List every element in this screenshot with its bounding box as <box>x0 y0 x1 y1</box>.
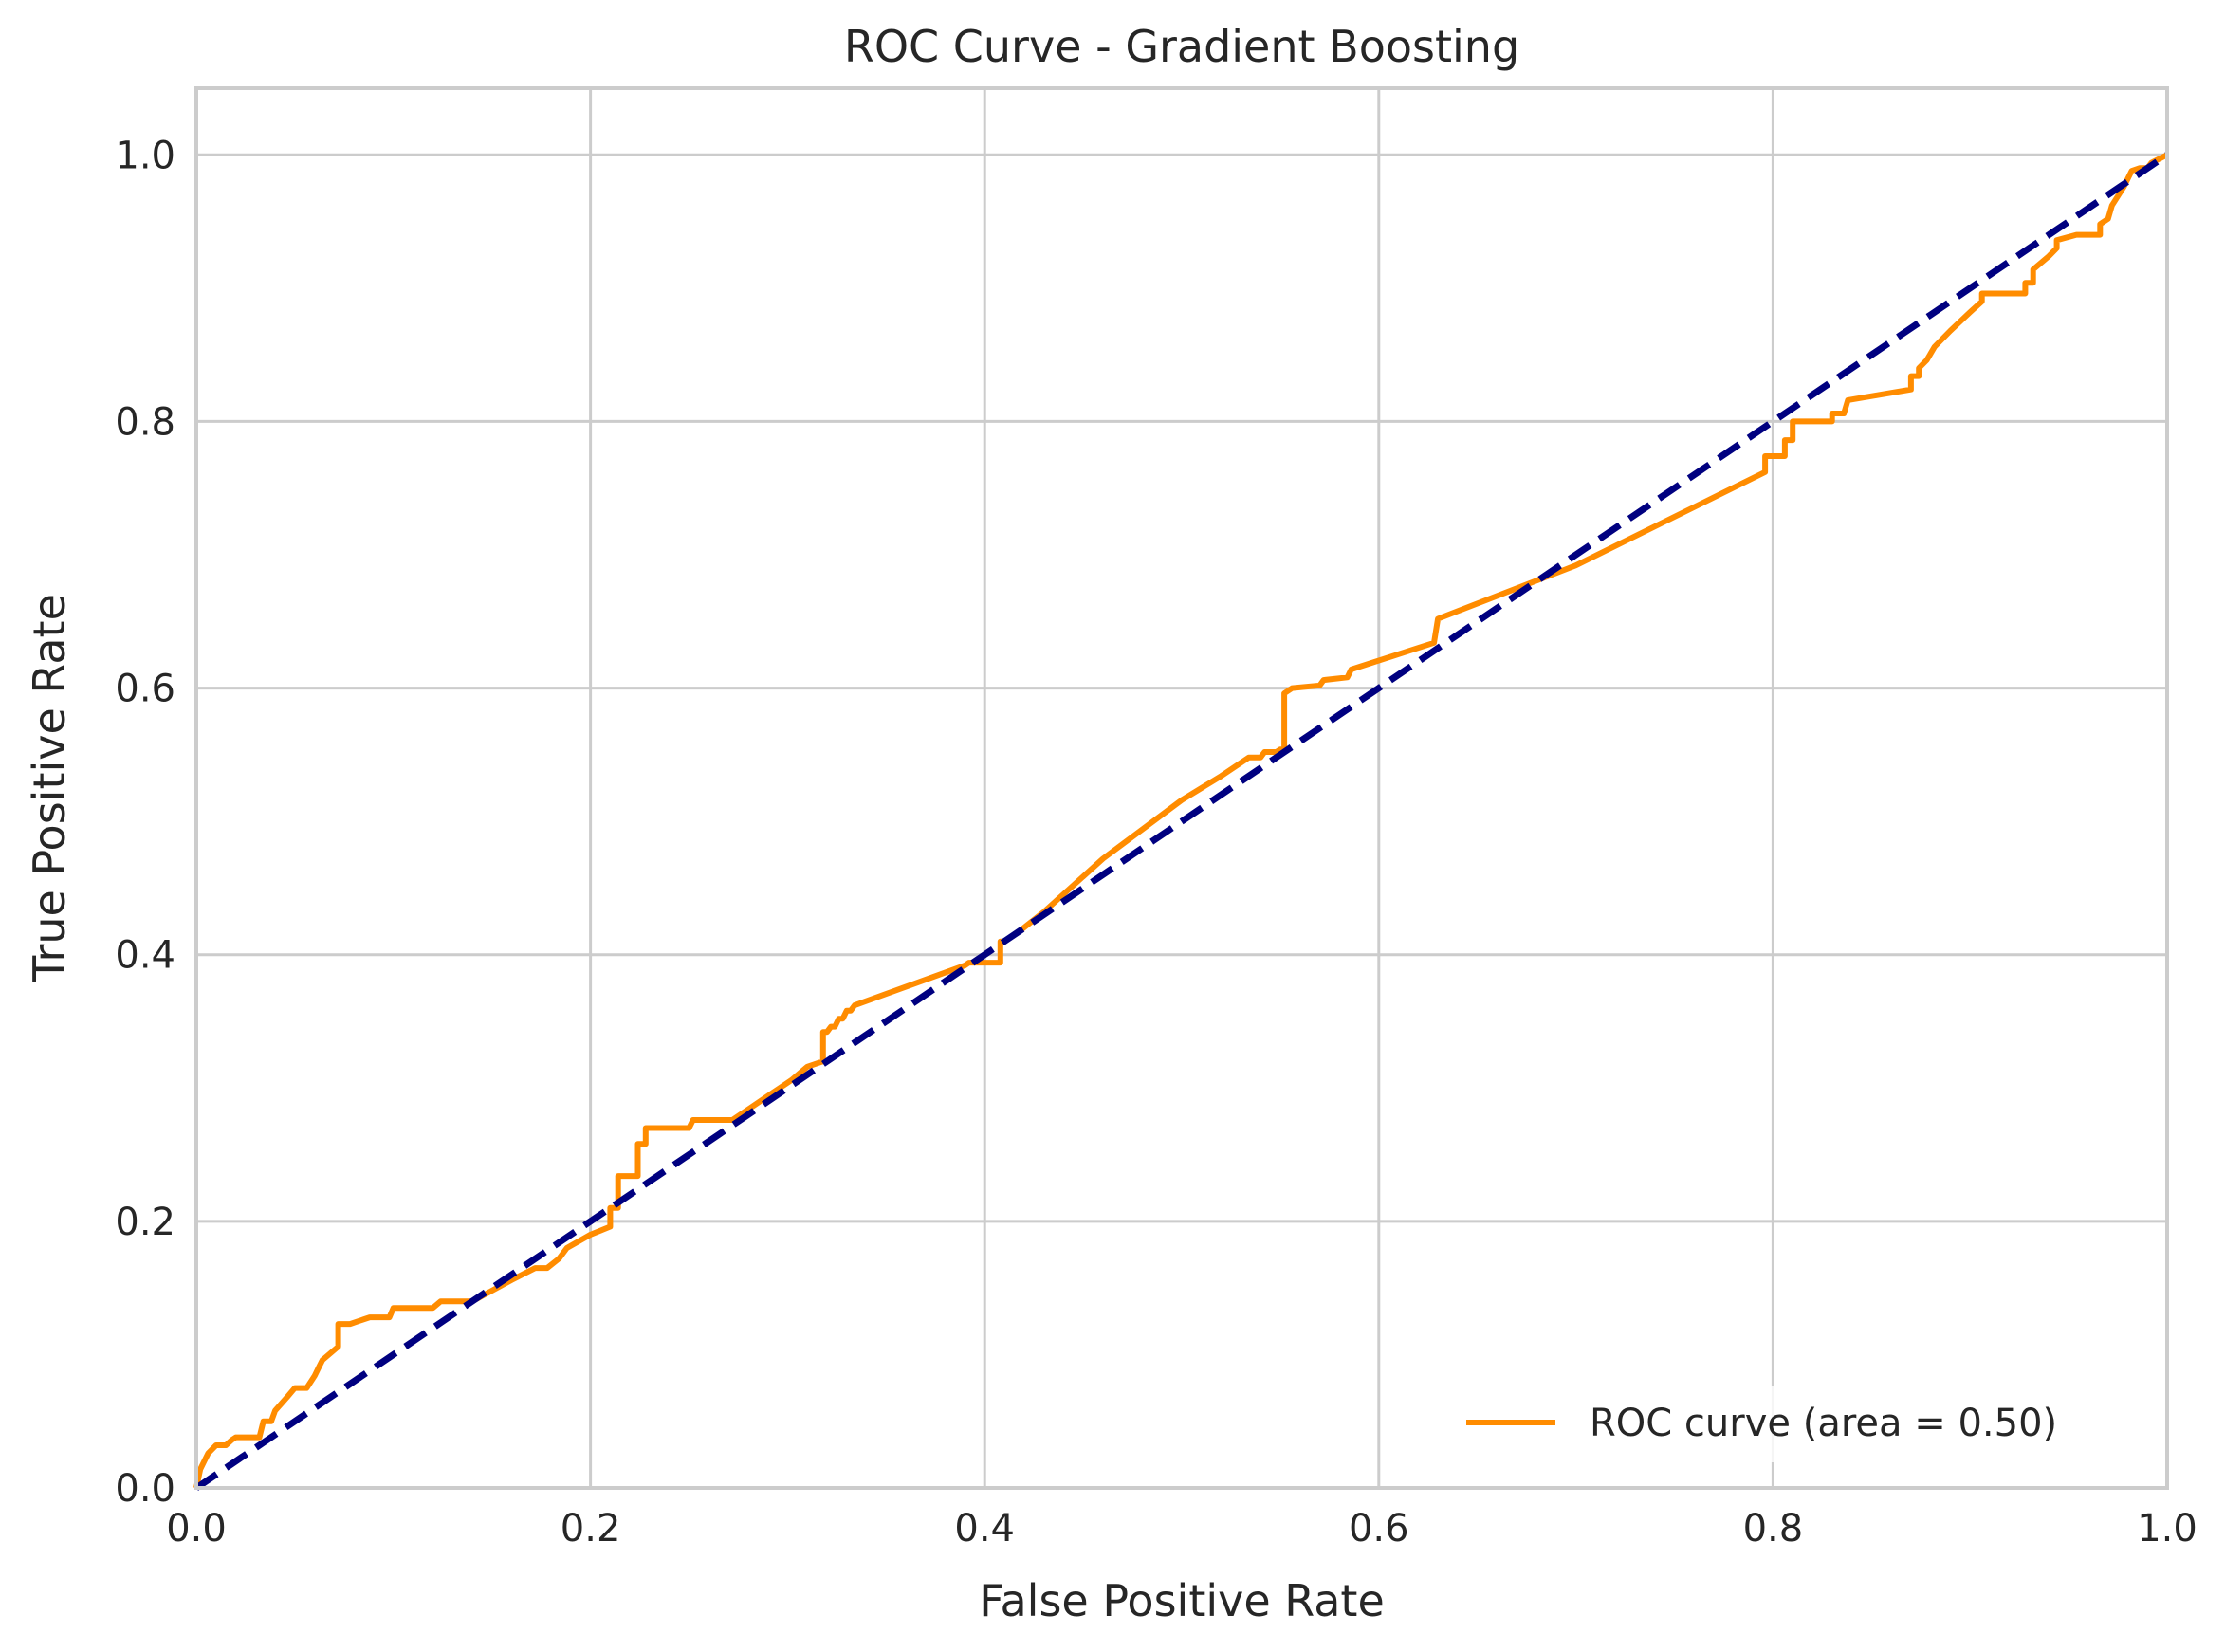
ticks: 0.0 0.2 0.4 0.6 0.8 1.0 0.0 0.2 0.4 0.6 0.8 1.0 <box>115 134 2197 1551</box>
chart-title: ROC Curve - Gradient Boosting <box>844 21 1519 72</box>
x-tick-label: 0.0 <box>166 1507 227 1551</box>
x-axis-label: False Positive Rate <box>979 1575 1385 1626</box>
y-tick-label: 0.8 <box>115 400 175 444</box>
legend: ROC curve (area = 0.50) <box>1436 1386 2145 1462</box>
x-tick-label: 1.0 <box>2137 1507 2197 1551</box>
chance-diagonal-line <box>194 152 2169 1491</box>
grid <box>194 88 2169 1490</box>
x-tick-label: 0.6 <box>1349 1507 1409 1551</box>
plot-frame <box>194 86 2169 1490</box>
x-tick-label: 0.4 <box>954 1507 1015 1551</box>
x-tick-label: 0.8 <box>1743 1507 1804 1551</box>
y-axis-label: True Positive Rate <box>24 594 75 983</box>
legend-entry-roc: ROC curve (area = 0.50) <box>1590 1402 2057 1445</box>
y-tick-label: 1.0 <box>115 134 175 177</box>
roc-curve-line <box>193 152 2169 1489</box>
y-tick-label: 0.0 <box>115 1467 175 1511</box>
y-tick-label: 0.2 <box>115 1201 175 1244</box>
x-tick-label: 0.2 <box>561 1507 621 1551</box>
y-tick-label: 0.4 <box>115 934 175 978</box>
series-layer <box>193 152 2169 1491</box>
y-tick-label: 0.6 <box>115 668 175 711</box>
legend-box <box>1436 1386 2145 1462</box>
